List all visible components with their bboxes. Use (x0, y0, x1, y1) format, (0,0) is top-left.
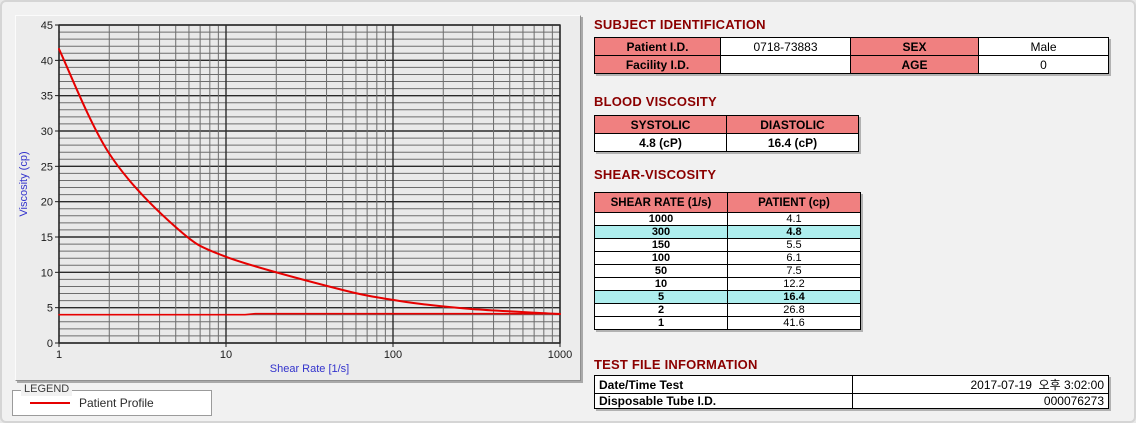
patient-cp-cell: 7.5 (727, 264, 861, 278)
table-header-row: SHEAR RATE (1/s) PATIENT (cp) (594, 192, 861, 213)
shear-row: 50 7.5 (594, 264, 861, 278)
disposable-tube-id-label: Disposable Tube I.D. (594, 393, 853, 409)
facility-id-value (720, 55, 851, 74)
x-tick-label: 1 (56, 349, 62, 361)
subject-identification-table: Patient I.D. 0718-73883 SEX Male Facilit… (594, 37, 1109, 74)
diastolic-value: 16.4 (cP) (726, 133, 859, 152)
y-tick-label: 30 (41, 126, 53, 138)
legend-entry-label: Patient Profile (79, 396, 154, 410)
age-label: AGE (850, 55, 979, 74)
shear-row: 150 5.5 (594, 238, 861, 252)
viscosity-chart: 0 5 10 15 20 25 30 35 40 45 1 10 100 1000 Shear Rate [… (18, 20, 572, 375)
patient-cp-cell: 4.8 (727, 225, 861, 239)
y-tick-label: 10 (41, 267, 53, 279)
age-value: 0 (978, 55, 1109, 74)
shear-rate-cell: 1 (594, 316, 728, 330)
shear-row: 1000 4.1 (594, 212, 861, 226)
patient-id-value: 0718-73883 (720, 37, 851, 56)
legend-line-sample (30, 402, 70, 404)
shear-rate-header: SHEAR RATE (1/s) (594, 192, 728, 213)
legend-title: LEGEND (21, 383, 73, 396)
shear-viscosity-title: SHEAR-VISCOSITY (594, 167, 717, 182)
table-row: Facility I.D. AGE 0 (594, 55, 1109, 74)
shear-row: 100 6.1 (594, 251, 861, 265)
y-tick-label: 35 (41, 91, 53, 103)
shear-rate-cell: 150 (594, 238, 728, 252)
subject-identification-title: SUBJECT IDENTIFICATION (594, 17, 766, 32)
sex-value: Male (978, 37, 1109, 56)
y-tick-label: 45 (41, 20, 53, 32)
shear-rate-cell: 5 (594, 290, 728, 304)
shear-rate-cell: 1000 (594, 212, 728, 226)
patient-id-label: Patient I.D. (594, 37, 721, 56)
patient-cp-cell: 12.2 (727, 277, 861, 291)
shear-row: 10 12.2 (594, 277, 861, 291)
patient-cp-cell: 26.8 (727, 303, 861, 317)
y-tick-label: 0 (47, 338, 53, 350)
diastolic-header: DIASTOLIC (726, 115, 859, 134)
patient-cp-cell: 5.5 (727, 238, 861, 252)
blood-viscosity-title: BLOOD VISCOSITY (594, 94, 717, 109)
blood-viscosity-table: SYSTOLIC DIASTOLIC 4.8 (cP) 16.4 (cP) (594, 115, 859, 152)
facility-id-label: Facility I.D. (594, 55, 721, 74)
date-time-test-label: Date/Time Test (594, 375, 853, 394)
table-row: Patient I.D. 0718-73883 SEX Male (594, 37, 1109, 56)
patient-cp-cell: 4.1 (727, 212, 861, 226)
x-tick-label: 1000 (548, 349, 572, 361)
shear-rate-cell: 10 (594, 277, 728, 291)
shear-rate-cell: 100 (594, 251, 728, 265)
shear-row: 300 4.8 (594, 225, 861, 239)
shear-rate-cell: 2 (594, 303, 728, 317)
y-tick-label: 5 (47, 303, 53, 315)
shear-viscosity-table: SHEAR RATE (1/s) PATIENT (cp) 1000 4.1 300… (594, 192, 861, 330)
series-flat-line (58, 312, 561, 316)
test-file-information-table: Date/Time Test 2017-07-19 오후 3:02:00 Dis… (594, 375, 1109, 409)
systolic-value: 4.8 (cP) (594, 133, 727, 152)
y-tick-label: 20 (41, 197, 53, 209)
y-tick-label: 15 (41, 232, 53, 244)
chart-legend: LEGEND Patient Profile (12, 383, 212, 416)
y-tick-label: 25 (41, 161, 53, 173)
shear-rate-cell: 300 (594, 225, 728, 239)
shear-rate-cell: 50 (594, 264, 728, 278)
x-axis-title: Shear Rate [1/s] (270, 363, 350, 375)
patient-cp-cell: 16.4 (727, 290, 861, 304)
test-file-information-title: TEST FILE INFORMATION (594, 357, 758, 372)
patient-cp-cell: 41.6 (727, 316, 861, 330)
patient-cp-cell: 6.1 (727, 251, 861, 265)
viscosity-chart-panel: 0 5 10 15 20 25 30 35 40 45 1 10 100 1000 Shear Rate [… (15, 15, 581, 381)
shear-table-body: 1000 4.1 300 4.8 150 5.5 100 6.1 50 7.5 10 12.2 5 16.… (594, 212, 861, 330)
y-tick-label: 40 (41, 55, 53, 67)
shear-row: 2 26.8 (594, 303, 861, 317)
disposable-tube-id-value: 000076273 (852, 393, 1109, 409)
systolic-header: SYSTOLIC (594, 115, 727, 134)
y-axis-title: Viscosity (cp) (18, 151, 30, 216)
x-tick-label: 100 (384, 349, 402, 361)
table-row: 4.8 (cP) 16.4 (cP) (594, 133, 859, 152)
series-patient-profile (58, 48, 561, 316)
legend-entry: Patient Profile (13, 391, 211, 415)
shear-row: 5 16.4 (594, 290, 861, 304)
date-time-test-value: 2017-07-19 오후 3:02:00 (852, 375, 1109, 394)
table-row: Date/Time Test 2017-07-19 오후 3:02:00 (594, 375, 1109, 394)
sex-label: SEX (850, 37, 979, 56)
table-row: SYSTOLIC DIASTOLIC (594, 115, 859, 134)
shear-row: 1 41.6 (594, 316, 861, 330)
table-row: Disposable Tube I.D. 000076273 (594, 393, 1109, 409)
patient-cp-header: PATIENT (cp) (727, 192, 861, 213)
x-tick-label: 10 (220, 349, 232, 361)
plot-area (59, 25, 560, 343)
